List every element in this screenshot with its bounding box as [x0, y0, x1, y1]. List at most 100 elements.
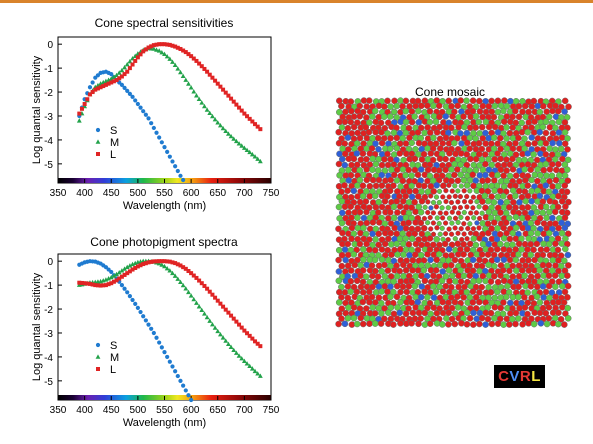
cone-m — [534, 166, 541, 173]
cone-m — [506, 214, 513, 222]
data-point-m — [223, 128, 229, 133]
cone-m — [436, 220, 442, 227]
logo-letter-v: V — [509, 368, 520, 385]
top-accent-bar — [0, 0, 593, 3]
cone-l — [403, 150, 410, 158]
chart-title: Cone spectral sensitivities — [95, 16, 234, 30]
cone-l — [393, 282, 401, 290]
cone-l — [509, 273, 517, 280]
cone-m — [430, 102, 437, 110]
cone-photopigment-spectra-chart: Cone photopigment spectra 0 -1 -2 -3 -4 -5 350 4… — [31, 235, 280, 429]
cone-l — [430, 210, 437, 216]
data-point-l — [226, 93, 231, 98]
cone-m — [503, 124, 510, 131]
cone-m — [399, 135, 407, 142]
data-point-m — [210, 113, 215, 119]
data-point-s — [167, 154, 172, 159]
legend-label-l: L — [110, 364, 116, 376]
cone-m — [460, 156, 468, 164]
cone-m — [522, 198, 530, 205]
cone-l — [451, 205, 458, 211]
cone-m — [552, 283, 559, 291]
cone-l — [487, 309, 495, 317]
cone-m — [387, 293, 394, 301]
data-point-l — [109, 80, 114, 85]
data-point-s — [90, 80, 95, 85]
data-point-m — [188, 85, 194, 90]
cone-l — [470, 205, 476, 211]
cone-m — [449, 220, 455, 226]
cone-l — [415, 320, 422, 328]
cone-m — [446, 215, 453, 221]
data-point-m — [247, 149, 253, 155]
cone-m — [390, 203, 398, 211]
cone-m — [350, 314, 358, 322]
data-point-l — [167, 259, 172, 264]
cone-l — [451, 320, 459, 328]
cone-l — [484, 177, 492, 184]
cone-l — [534, 283, 541, 291]
cone-m — [460, 272, 468, 280]
data-point-m — [228, 344, 234, 350]
data-point-m — [226, 341, 231, 347]
y-tick-label: -2 — [44, 305, 53, 316]
cone-l — [400, 261, 407, 269]
cone-m — [371, 256, 379, 264]
data-point-s — [149, 326, 154, 331]
data-point-m — [188, 293, 194, 298]
x-tick-label: 400 — [76, 405, 93, 416]
cone-l — [439, 298, 447, 306]
cone-l — [354, 193, 361, 200]
data-point-l — [117, 276, 122, 281]
cone-l — [426, 108, 434, 115]
cone-l — [375, 294, 383, 302]
cone-m — [388, 241, 395, 248]
cone-l — [552, 176, 560, 184]
cone-m — [533, 293, 541, 301]
data-point-l — [229, 96, 234, 101]
cone-m — [385, 309, 392, 317]
cone-l — [397, 320, 404, 327]
cone-l — [405, 283, 413, 290]
data-point-m — [252, 368, 258, 374]
cone-m — [482, 277, 489, 285]
data-point-s — [178, 173, 183, 178]
cone-l — [381, 315, 388, 323]
cone-m — [530, 204, 538, 211]
cone-l — [451, 171, 458, 179]
cone-l — [360, 140, 367, 147]
data-point-m — [255, 371, 261, 376]
data-point-l — [181, 48, 186, 53]
cone-l — [476, 215, 483, 222]
cone-l — [512, 151, 520, 158]
cone-l — [446, 150, 453, 157]
y-tick-label: -1 — [44, 64, 53, 75]
cone-l — [452, 150, 459, 158]
data-point-s — [151, 125, 156, 131]
cone-m — [399, 230, 406, 237]
cone-l — [347, 267, 355, 274]
cone-l — [545, 315, 553, 322]
cone-l — [391, 224, 398, 232]
cone-m — [371, 107, 379, 115]
data-point-m — [76, 118, 82, 123]
cone-m — [418, 188, 425, 195]
cone-l — [497, 209, 504, 216]
cone-l — [374, 273, 382, 281]
cone-l — [484, 315, 492, 323]
cone-l — [430, 188, 438, 195]
data-point-l — [186, 52, 191, 57]
data-point-l — [242, 111, 247, 116]
data-point-s — [135, 305, 140, 310]
cone-l — [399, 177, 407, 185]
data-point-l — [210, 75, 215, 80]
data-point-s — [175, 168, 180, 174]
cone-m — [463, 182, 471, 189]
x-tick-label: 700 — [236, 405, 253, 416]
cone-l — [457, 204, 464, 211]
cone-l — [375, 241, 383, 249]
cone-l — [473, 210, 480, 216]
data-point-s — [173, 369, 178, 374]
cone-l — [341, 150, 349, 158]
data-point-m — [114, 72, 119, 78]
